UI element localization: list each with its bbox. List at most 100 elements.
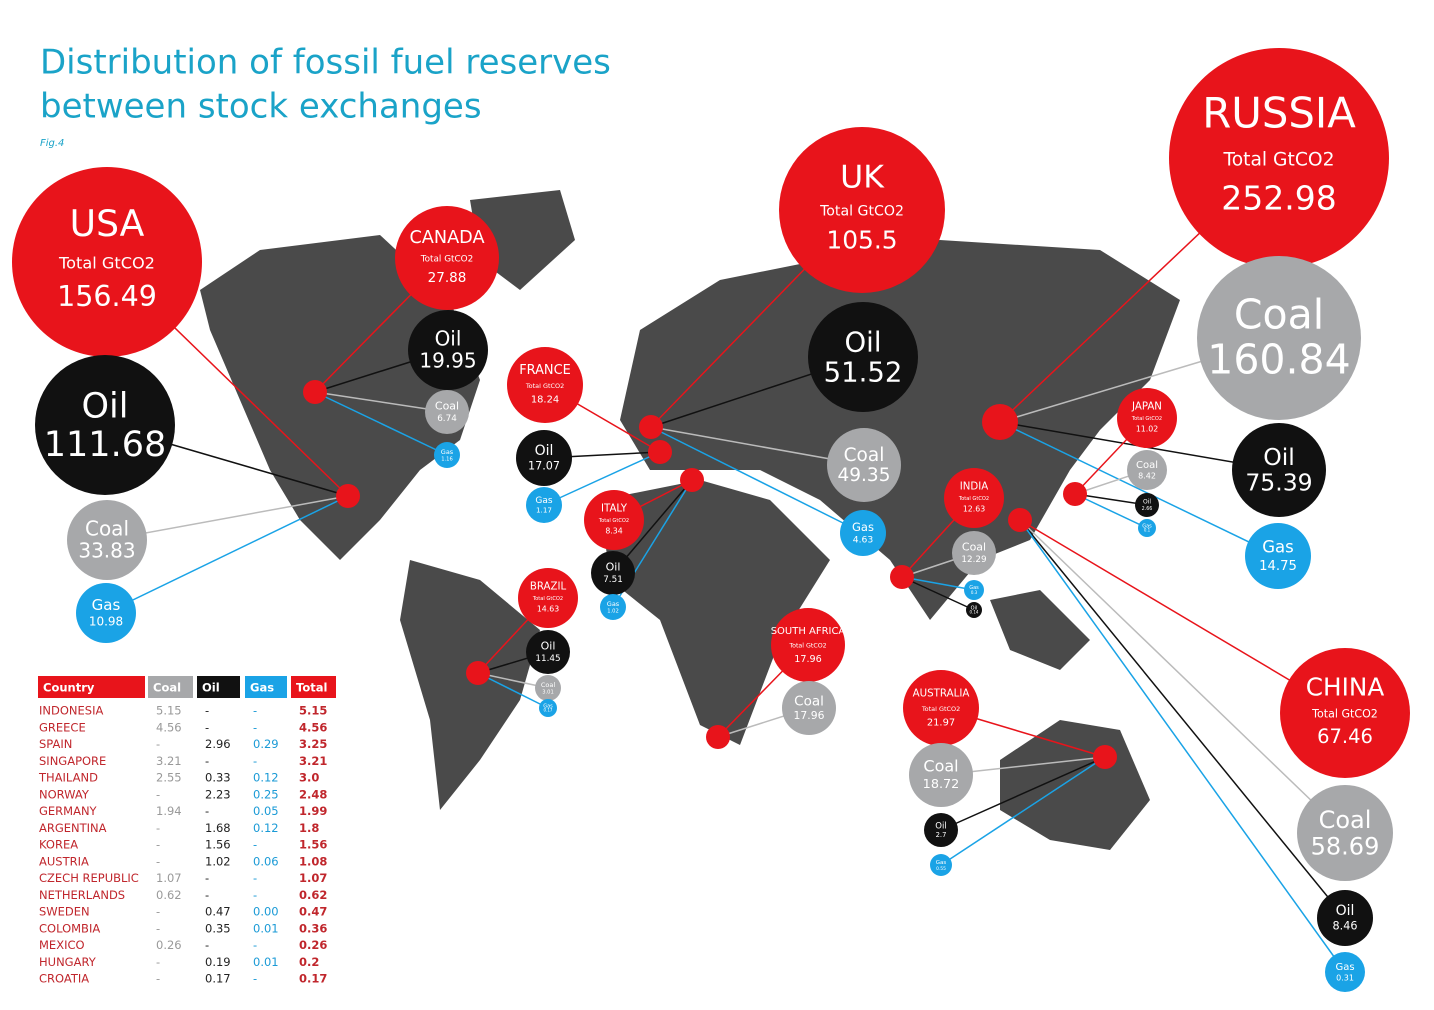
fuel-value: 19.95 bbox=[419, 349, 476, 373]
fuel-name: Oil bbox=[541, 640, 556, 653]
map-dot bbox=[466, 661, 490, 685]
map-dot bbox=[890, 565, 914, 589]
table-cell: 1.07 bbox=[299, 871, 327, 885]
table-header-cell bbox=[197, 676, 240, 698]
table-cell: SPAIN bbox=[39, 737, 72, 751]
fuel-link bbox=[543, 451, 661, 506]
table-cell: HUNGARY bbox=[39, 955, 97, 969]
table-cell: KOREA bbox=[39, 838, 78, 852]
table-cell: - bbox=[253, 754, 257, 768]
fuel-name: Gas bbox=[1142, 523, 1152, 529]
fuel-link bbox=[477, 672, 549, 709]
table-cell: - bbox=[253, 888, 257, 902]
fuel-name: Coal bbox=[541, 681, 555, 689]
table-cell: 0.06 bbox=[253, 854, 279, 868]
fuel-bubble bbox=[827, 428, 901, 502]
fuel-bubble bbox=[930, 854, 952, 876]
fuel-name: Gas bbox=[543, 703, 553, 709]
fuel-name: Oil bbox=[606, 561, 621, 574]
fuel-value: 160.84 bbox=[1207, 336, 1350, 384]
total-value: 14.63 bbox=[537, 604, 559, 613]
fuel-bubble bbox=[952, 531, 996, 575]
table-header: Oil bbox=[202, 681, 220, 695]
fuel-value: 17.07 bbox=[528, 459, 560, 472]
fuel-name: Oil bbox=[935, 821, 946, 831]
table-cell: CROATIA bbox=[39, 972, 89, 986]
table-cell: 2.48 bbox=[299, 787, 327, 801]
table-header-cell bbox=[148, 676, 193, 698]
fuel-name: Gas bbox=[1262, 537, 1294, 556]
fuel-bubble bbox=[1138, 519, 1156, 537]
fuel-link bbox=[1074, 493, 1148, 506]
fuel-value: 7.51 bbox=[603, 575, 623, 585]
fuel-bubble bbox=[966, 602, 982, 618]
table-cell: 0.62 bbox=[156, 888, 182, 902]
total-label: Total GtCO2 bbox=[525, 382, 564, 390]
fuel-bubble bbox=[909, 743, 973, 807]
table-cell: SINGAPORE bbox=[39, 754, 106, 768]
table-cell: GERMANY bbox=[39, 804, 98, 818]
fuel-name: Gas bbox=[535, 496, 552, 506]
table-cell: AUSTRIA bbox=[39, 854, 89, 868]
table-cell: - bbox=[253, 838, 257, 852]
table-cell: 0.26 bbox=[156, 938, 182, 952]
table-cell: COLOMBIA bbox=[39, 921, 100, 935]
country-name: CHINA bbox=[1306, 672, 1385, 701]
table-cell: ARGENTINA bbox=[39, 821, 107, 835]
table-cell: 5.15 bbox=[156, 704, 182, 718]
fuel-value: 75.39 bbox=[1245, 469, 1312, 497]
fuel-bubble bbox=[1245, 523, 1311, 589]
total-value: 8.34 bbox=[605, 526, 622, 535]
table-header: Coal bbox=[153, 681, 181, 695]
fuel-bubble bbox=[964, 580, 984, 600]
fuel-name: Oil bbox=[1336, 903, 1355, 919]
fuel-value: 11.45 bbox=[535, 654, 560, 664]
map-dot bbox=[1008, 508, 1032, 532]
south-america bbox=[400, 560, 540, 810]
table-header-cell bbox=[38, 676, 145, 698]
fuel-value: 111.68 bbox=[44, 425, 166, 465]
total-value: 12.63 bbox=[963, 504, 985, 513]
fuel-bubble bbox=[808, 302, 918, 412]
table-cell: - bbox=[253, 871, 257, 885]
table-cell: 3.25 bbox=[299, 737, 327, 751]
fuel-bubble bbox=[591, 551, 635, 595]
table-cell: 0.12 bbox=[253, 771, 279, 785]
fuel-name: Gas bbox=[441, 448, 454, 456]
fuel-bubble bbox=[782, 681, 836, 735]
fuel-value: 0.1 bbox=[1144, 528, 1151, 533]
table-cell: 1.07 bbox=[156, 871, 182, 885]
fuel-value: 3.01 bbox=[542, 689, 554, 695]
fuel-value: 4.63 bbox=[853, 534, 874, 545]
table-cell: 0.05 bbox=[253, 804, 279, 818]
fuel-value: 58.69 bbox=[1311, 832, 1380, 860]
map-dot bbox=[639, 415, 663, 439]
table-cell: - bbox=[253, 720, 257, 734]
fuel-bubble bbox=[600, 594, 626, 620]
fuel-value: 8.42 bbox=[1138, 472, 1156, 481]
fuel-name: Coal bbox=[85, 517, 129, 541]
africa bbox=[600, 480, 830, 745]
fuel-bubble bbox=[1297, 785, 1393, 881]
fuel-name: Oil bbox=[1263, 443, 1295, 471]
country-bubble bbox=[771, 608, 845, 682]
table-cell: 3.21 bbox=[299, 754, 327, 768]
fuel-value: 49.35 bbox=[838, 465, 891, 486]
fuel-value: 1.17 bbox=[536, 505, 552, 514]
country-name: CANADA bbox=[409, 228, 484, 248]
map-dot bbox=[982, 404, 1018, 440]
table-cell: 1.68 bbox=[205, 821, 231, 835]
table-cell: - bbox=[205, 888, 209, 902]
eurasia bbox=[620, 240, 1180, 620]
total-label: Total GtCO2 bbox=[1131, 416, 1162, 422]
table-cell: 1.99 bbox=[299, 804, 327, 818]
fuel-link bbox=[940, 756, 1106, 831]
country-name: INDIA bbox=[960, 482, 988, 493]
fuel-bubble bbox=[76, 583, 136, 643]
table-cell: - bbox=[156, 921, 160, 935]
fuel-value: 2.7 bbox=[936, 831, 947, 839]
table-cell: 0.12 bbox=[253, 821, 279, 835]
country-name: AUSTRALIA bbox=[913, 688, 970, 700]
map-dot bbox=[303, 380, 327, 404]
